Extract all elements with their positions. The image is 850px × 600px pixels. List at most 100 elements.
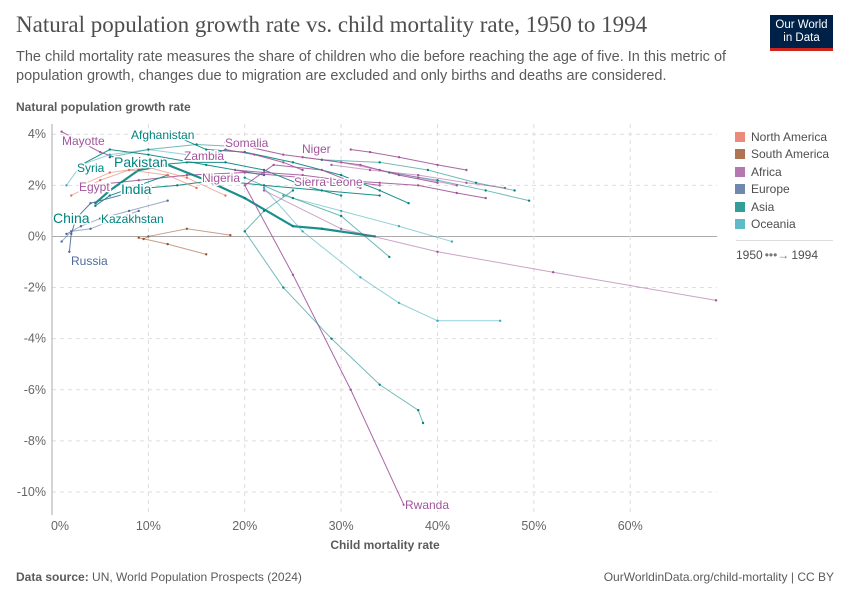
series-label: Kazakhstan [101, 212, 164, 226]
data-point [94, 202, 97, 205]
data-point [291, 273, 295, 276]
data-point [166, 242, 169, 246]
data-point [205, 148, 208, 151]
data-point [243, 184, 246, 187]
data-point [262, 189, 266, 192]
data-point [127, 209, 131, 213]
data-point [185, 227, 189, 230]
data-point [339, 194, 343, 197]
data-point [185, 153, 189, 156]
y-tick-label: -8% [24, 434, 46, 448]
series-line-country [143, 228, 231, 240]
data-point [368, 150, 372, 154]
legend-label: Oceania [751, 217, 796, 232]
data-point [176, 184, 179, 187]
legend-item[interactable]: Europe [735, 181, 829, 199]
data-point [185, 161, 189, 164]
data-point [195, 143, 198, 146]
data-point [224, 140, 227, 144]
data-point [98, 179, 102, 182]
data-point [330, 163, 333, 167]
source-label: Data source: [16, 570, 89, 584]
data-point [378, 189, 381, 192]
timeline-indicator[interactable]: 1950 •••→ 1994 [736, 240, 833, 262]
legend-item[interactable]: Africa [735, 163, 829, 181]
data-point [378, 184, 381, 187]
data-point [108, 153, 112, 156]
y-tick-label: 0% [28, 229, 46, 243]
series-label: Russia [71, 254, 108, 268]
data-point [65, 232, 68, 236]
legend-swatch [735, 149, 745, 160]
data-point [195, 186, 198, 190]
footer-link[interactable]: OurWorldinData.org/child-mortality | CC … [603, 570, 834, 584]
x-tick-label: 40% [425, 519, 450, 533]
data-point [70, 194, 73, 197]
data-point [137, 236, 140, 239]
data-point [243, 145, 246, 149]
series-line-pakistan [157, 161, 342, 197]
data-point [70, 230, 73, 233]
data-point [229, 233, 232, 237]
data-point [498, 319, 502, 322]
series-line-mayotte [61, 131, 130, 163]
data-point [417, 173, 420, 177]
data-point [205, 156, 208, 159]
data-point [224, 148, 227, 151]
data-point [378, 168, 381, 172]
timeline-start: 1950 [736, 248, 763, 262]
legend-item[interactable]: Asia [735, 198, 829, 216]
data-point [79, 184, 83, 187]
data-point [137, 184, 140, 187]
series-label: Afghanistan [131, 128, 194, 142]
timeline-arrow-icon: •••→ [764, 248, 790, 262]
series-line-rwanda [244, 164, 405, 505]
data-point [378, 383, 381, 386]
data-point [436, 163, 439, 167]
data-point [243, 171, 246, 174]
legend-item[interactable]: South America [735, 146, 829, 164]
y-axis-label: Natural population growth rate [16, 100, 191, 114]
data-point [378, 161, 381, 164]
data-point [272, 163, 275, 167]
data-source: Data source: UN, World Population Prospe… [16, 570, 302, 584]
data-point [262, 168, 266, 172]
series-label: Niger [302, 142, 331, 156]
data-point [339, 161, 343, 164]
data-point [127, 191, 131, 195]
series-line-country [109, 143, 245, 158]
data-point [74, 217, 78, 220]
series-label: Zambia [184, 149, 224, 163]
x-tick-label: 0% [51, 519, 69, 533]
data-point [359, 276, 362, 279]
data-point [89, 227, 92, 230]
series-line-egypt [90, 172, 361, 189]
series-line-kazakhstan [95, 174, 168, 207]
y-tick-label: -2% [24, 281, 46, 295]
y-tick-label: -10% [17, 485, 46, 499]
series-line-india [148, 179, 380, 197]
data-point [243, 176, 246, 179]
data-point [205, 163, 208, 167]
data-point [513, 189, 516, 192]
y-tick-label: -6% [24, 383, 46, 397]
data-point [65, 184, 68, 187]
data-point [455, 191, 458, 195]
data-point [407, 202, 410, 205]
data-point [79, 225, 83, 228]
data-point [301, 156, 304, 159]
data-point [253, 153, 256, 156]
legend-label: Asia [751, 199, 775, 214]
legend-item[interactable]: North America [735, 128, 829, 146]
data-point [484, 189, 487, 192]
legend-item[interactable]: Oceania [735, 216, 829, 234]
legend: North America South America Africa Europe As… [735, 128, 829, 233]
data-point [301, 230, 304, 233]
data-point [378, 181, 381, 184]
series-label: Somalia [225, 136, 269, 150]
legend-swatch [735, 201, 745, 212]
owid-logo[interactable]: Our World in Data [770, 15, 833, 51]
legend-label: Europe [751, 182, 790, 197]
data-point [359, 163, 362, 167]
